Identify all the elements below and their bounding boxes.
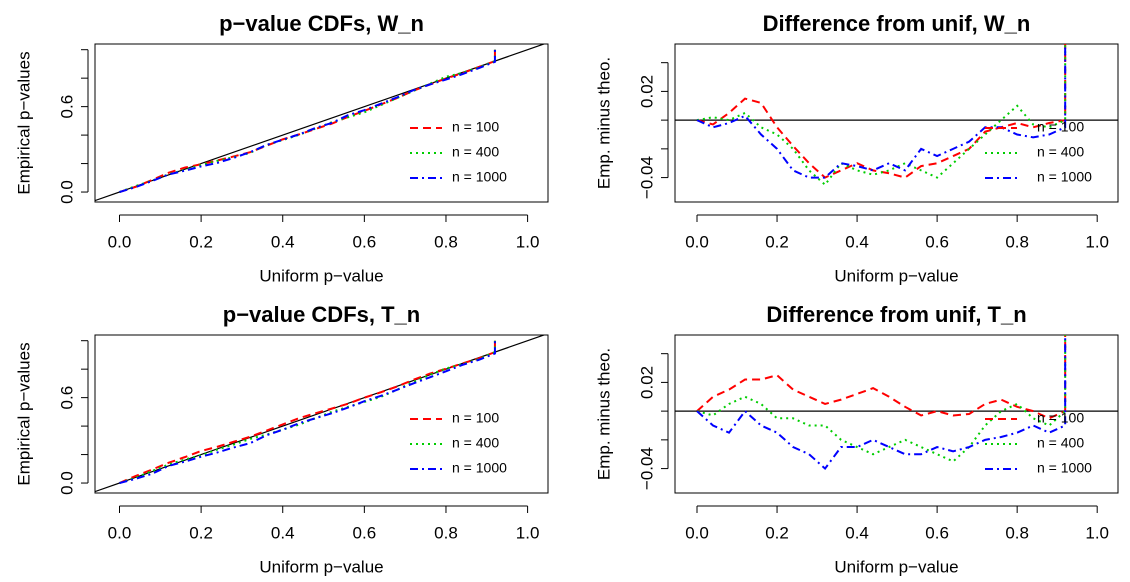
legend-label: n = 1000 — [1037, 460, 1092, 476]
x-tick-label: 1.0 — [516, 523, 540, 542]
x-tick-label: 0.2 — [765, 232, 789, 251]
y-axis-title: Empirical p−values — [14, 51, 33, 194]
y-tick-label: 0.0 — [57, 180, 76, 204]
plot-box — [674, 43, 1119, 203]
y-tick-label: 0.02 — [637, 366, 656, 399]
legend-label: n = 100 — [1037, 410, 1084, 426]
y-axis-title: Emp. minus theo. — [594, 348, 613, 480]
x-tick-label: 1.0 — [1085, 232, 1109, 251]
series-line — [119, 49, 496, 193]
x-tick-label: 0.4 — [845, 232, 869, 251]
x-tick-label: 0.2 — [189, 523, 213, 542]
x-tick-label: 0.8 — [1005, 523, 1029, 542]
series-line — [119, 49, 496, 193]
plot-area — [675, 335, 1118, 471]
series-line — [696, 335, 1067, 471]
legend-label: n = 1000 — [452, 169, 507, 185]
legend-label: n = 400 — [452, 144, 499, 160]
y-tick-label: 0.0 — [57, 471, 76, 495]
legend-label: n = 400 — [1037, 435, 1084, 451]
series-line — [696, 44, 1067, 179]
panel: Difference from unif, W_n Uniform p−value… — [594, 11, 1119, 285]
x-tick-label: 1.0 — [1085, 523, 1109, 542]
x-tick-label: 0.0 — [108, 523, 132, 542]
x-tick-label: 0.8 — [434, 523, 458, 542]
legend-label: n = 1000 — [1037, 169, 1092, 185]
legend-label: n = 100 — [452, 119, 499, 135]
series-line — [119, 49, 496, 193]
series-line — [696, 335, 1067, 420]
legend-label: n = 400 — [452, 435, 499, 451]
x-axis-title: Uniform p−value — [259, 557, 383, 576]
y-axis-title: Emp. minus theo. — [594, 57, 613, 189]
y-axis-title: Empirical p−values — [14, 342, 33, 485]
x-tick-label: 0.6 — [353, 232, 377, 251]
y-tick-label: 0.6 — [57, 386, 76, 410]
series-line — [696, 44, 1067, 187]
y-tick-label: 0.6 — [57, 95, 76, 119]
series-line — [696, 44, 1067, 179]
y-tick-label: −0.04 — [637, 156, 656, 199]
chart-title: p−value CDFs, W_n — [219, 11, 424, 36]
x-axis-title: Uniform p−value — [834, 557, 958, 576]
plot-box — [674, 334, 1119, 494]
x-tick-label: 0.8 — [1005, 232, 1029, 251]
series-line — [119, 340, 496, 484]
panel: Difference from unif, T_n Uniform p−value… — [594, 302, 1119, 576]
x-tick-label: 0.0 — [685, 232, 709, 251]
legend-label: n = 1000 — [452, 460, 507, 476]
x-tick-label: 0.6 — [925, 232, 949, 251]
x-tick-label: 0.0 — [108, 232, 132, 251]
plot-area — [95, 335, 546, 493]
x-axis-title: Uniform p−value — [259, 266, 383, 285]
x-tick-label: 0.6 — [353, 523, 377, 542]
y-tick-label: −0.04 — [637, 447, 656, 490]
series-line — [696, 335, 1067, 463]
x-tick-label: 0.2 — [189, 232, 213, 251]
panel: p−value CDFs, T_n Uniform p−value Empirica… — [14, 302, 549, 576]
x-tick-label: 0.4 — [271, 232, 295, 251]
legend-label: n = 100 — [452, 410, 499, 426]
series-line — [119, 340, 496, 484]
legend-label: n = 100 — [1037, 119, 1084, 135]
plot-area — [675, 44, 1118, 187]
x-tick-label: 1.0 — [516, 232, 540, 251]
series-line — [119, 340, 496, 485]
chart-title: p−value CDFs, T_n — [223, 302, 420, 327]
legend-label: n = 400 — [1037, 144, 1084, 160]
x-tick-label: 0.0 — [685, 523, 709, 542]
x-tick-label: 0.6 — [925, 523, 949, 542]
x-tick-label: 0.4 — [271, 523, 295, 542]
chart-title: Difference from unif, T_n — [766, 302, 1026, 327]
x-axis-title: Uniform p−value — [834, 266, 958, 285]
y-tick-label: 0.02 — [637, 75, 656, 108]
x-tick-label: 0.2 — [765, 523, 789, 542]
x-tick-label: 0.8 — [434, 232, 458, 251]
plot-area — [95, 44, 546, 202]
x-tick-label: 0.4 — [845, 523, 869, 542]
plot-box — [94, 334, 549, 494]
plot-box — [94, 43, 549, 203]
panel: p−value CDFs, W_n Uniform p−value Empirica… — [14, 11, 549, 285]
chart-title: Difference from unif, W_n — [763, 11, 1031, 36]
